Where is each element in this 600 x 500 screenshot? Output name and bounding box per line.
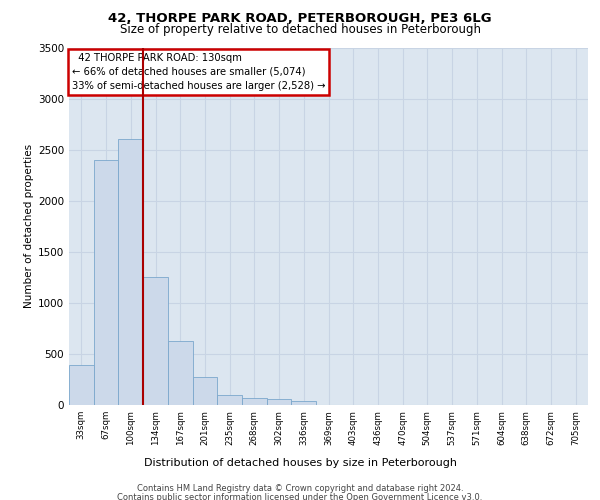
Bar (193, 377, 217, 405)
Bar (217, 395, 242, 405)
Bar (292, 401, 316, 405)
Text: Distribution of detached houses by size in Peterborough: Distribution of detached houses by size … (143, 458, 457, 468)
Bar (69, 365, 94, 405)
Text: Size of property relative to detached houses in Peterborough: Size of property relative to detached ho… (119, 22, 481, 36)
Bar (143, 278, 168, 405)
Text: Contains public sector information licensed under the Open Government Licence v3: Contains public sector information licen… (118, 492, 482, 500)
Bar (118, 140, 143, 405)
Bar (242, 398, 267, 405)
Bar (267, 399, 292, 405)
Bar (94, 160, 118, 405)
Text: 42 THORPE PARK ROAD: 130sqm
← 66% of detached houses are smaller (5,074)
33% of : 42 THORPE PARK ROAD: 130sqm ← 66% of det… (71, 53, 325, 91)
Y-axis label: Number of detached properties: Number of detached properties (24, 144, 34, 308)
Text: 42, THORPE PARK ROAD, PETERBOROUGH, PE3 6LG: 42, THORPE PARK ROAD, PETERBOROUGH, PE3 … (108, 12, 492, 26)
Text: Contains HM Land Registry data © Crown copyright and database right 2024.: Contains HM Land Registry data © Crown c… (137, 484, 463, 493)
Bar (168, 340, 193, 405)
